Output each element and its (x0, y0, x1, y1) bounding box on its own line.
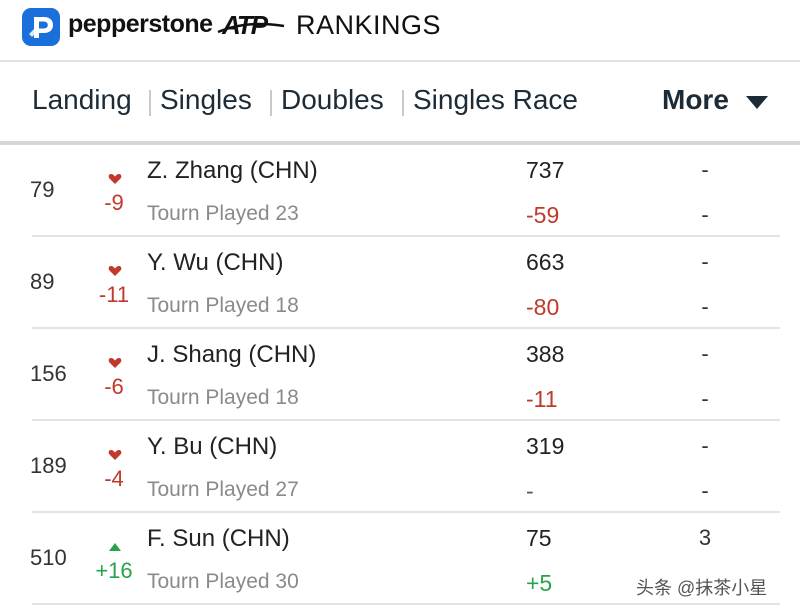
tournaments-played-count: 30 (275, 570, 299, 593)
app-header: pepperstone ATP RANKINGS (0, 0, 800, 56)
tournaments-played: Tourn Played 27 (147, 478, 299, 502)
tournaments-played: Tourn Played 23 (147, 202, 299, 226)
heart-down-icon (108, 266, 122, 276)
next-best-sub: - (701, 478, 709, 503)
next-best-sub: - (701, 202, 709, 227)
rank: 156 (30, 361, 67, 386)
player-row[interactable]: 189 -4 Y. Bu (CHN) Tourn Played 27 319 -… (0, 421, 800, 513)
points-change: -11 (526, 386, 558, 412)
rank-movement: -9 (104, 190, 124, 215)
watermark: 头条 @抹茶小星 (636, 578, 768, 598)
heart-down-icon (108, 358, 122, 368)
tab-separator (402, 90, 404, 116)
nav-divider (0, 141, 800, 145)
heart-down-icon (108, 174, 122, 184)
points: 388 (526, 341, 565, 367)
points: 737 (526, 157, 565, 183)
header-divider (0, 60, 800, 62)
tab-doubles[interactable]: Doubles (281, 84, 384, 115)
points-change: -59 (526, 202, 560, 228)
rank: 79 (30, 177, 55, 202)
points-change: -80 (526, 294, 560, 320)
next-best-value: - (701, 341, 709, 366)
rank-movement: -11 (98, 282, 130, 307)
tab-singles[interactable]: Singles (160, 84, 252, 115)
tournaments-played-label: Tourn Played (147, 386, 270, 409)
points: 75 (526, 525, 552, 551)
atp-logo: ATP (217, 10, 285, 41)
player-name-link[interactable]: Y. Wu (CHN) (147, 249, 284, 276)
rank-movement: -6 (104, 374, 124, 399)
tournaments-played-count: 23 (275, 202, 299, 225)
brand-name: pepperstone (68, 10, 213, 38)
rank: 510 (30, 545, 67, 570)
player-name-link[interactable]: Y. Bu (CHN) (147, 433, 278, 460)
tournaments-played-count: 27 (275, 478, 299, 501)
row-divider (32, 603, 780, 605)
heart-down-icon (108, 450, 122, 460)
rank-movement: -4 (104, 466, 124, 491)
points-change: +5 (526, 570, 553, 596)
page-title: RANKINGS (296, 10, 442, 40)
caret-down-icon[interactable] (746, 96, 768, 109)
player-name-link[interactable]: Z. Zhang (CHN) (147, 157, 318, 184)
tournaments-played: Tourn Played 18 (147, 294, 299, 318)
player-row[interactable]: 79 -9 Z. Zhang (CHN) Tourn Played 23 737… (0, 145, 800, 237)
tab-landing[interactable]: Landing (32, 84, 132, 115)
player-row[interactable]: 156 -6 J. Shang (CHN) Tourn Played 18 38… (0, 329, 800, 421)
triangle-up-icon (109, 543, 121, 551)
next-best-sub: - (701, 294, 709, 319)
tab-singles-race[interactable]: Singles Race (413, 84, 578, 115)
row-divider (32, 327, 780, 329)
points-change: - (526, 478, 534, 504)
tournaments-played-label: Tourn Played (147, 202, 270, 225)
next-best-value: - (701, 157, 709, 182)
row-divider (32, 511, 780, 513)
rank-movement: +16 (95, 558, 133, 583)
tab-separator (270, 90, 272, 116)
player-name-link[interactable]: J. Shang (CHN) (147, 341, 317, 368)
tournaments-played-label: Tourn Played (147, 478, 270, 501)
player-row[interactable]: 89 -11 Y. Wu (CHN) Tourn Played 18 663 -… (0, 237, 800, 329)
tab-separator (149, 90, 151, 116)
next-best-sub: - (701, 386, 709, 411)
pepperstone-logo-icon[interactable] (22, 8, 60, 46)
next-best-value: 3 (698, 525, 712, 550)
player-name-link[interactable]: F. Sun (CHN) (147, 525, 290, 552)
rank: 89 (30, 269, 55, 294)
tournaments-played-count: 18 (275, 294, 299, 317)
tournaments-played-label: Tourn Played (147, 570, 270, 593)
tournaments-played: Tourn Played 18 (147, 386, 299, 410)
more-menu-button[interactable]: More (662, 84, 729, 115)
points: 663 (526, 249, 565, 275)
row-divider (32, 419, 780, 421)
next-best-value: - (701, 249, 709, 274)
rank: 189 (30, 453, 67, 478)
points: 319 (526, 433, 565, 459)
tournaments-played-count: 18 (275, 386, 299, 409)
tournaments-played-label: Tourn Played (147, 294, 270, 317)
tournaments-played: Tourn Played 30 (147, 570, 299, 594)
next-best-value: - (701, 433, 709, 458)
nav-tabs: Landing Singles Doubles Singles Race Mor… (0, 62, 800, 142)
player-row[interactable]: 510 +16 F. Sun (CHN) Tourn Played 30 75 … (0, 513, 800, 605)
row-divider (32, 235, 780, 237)
